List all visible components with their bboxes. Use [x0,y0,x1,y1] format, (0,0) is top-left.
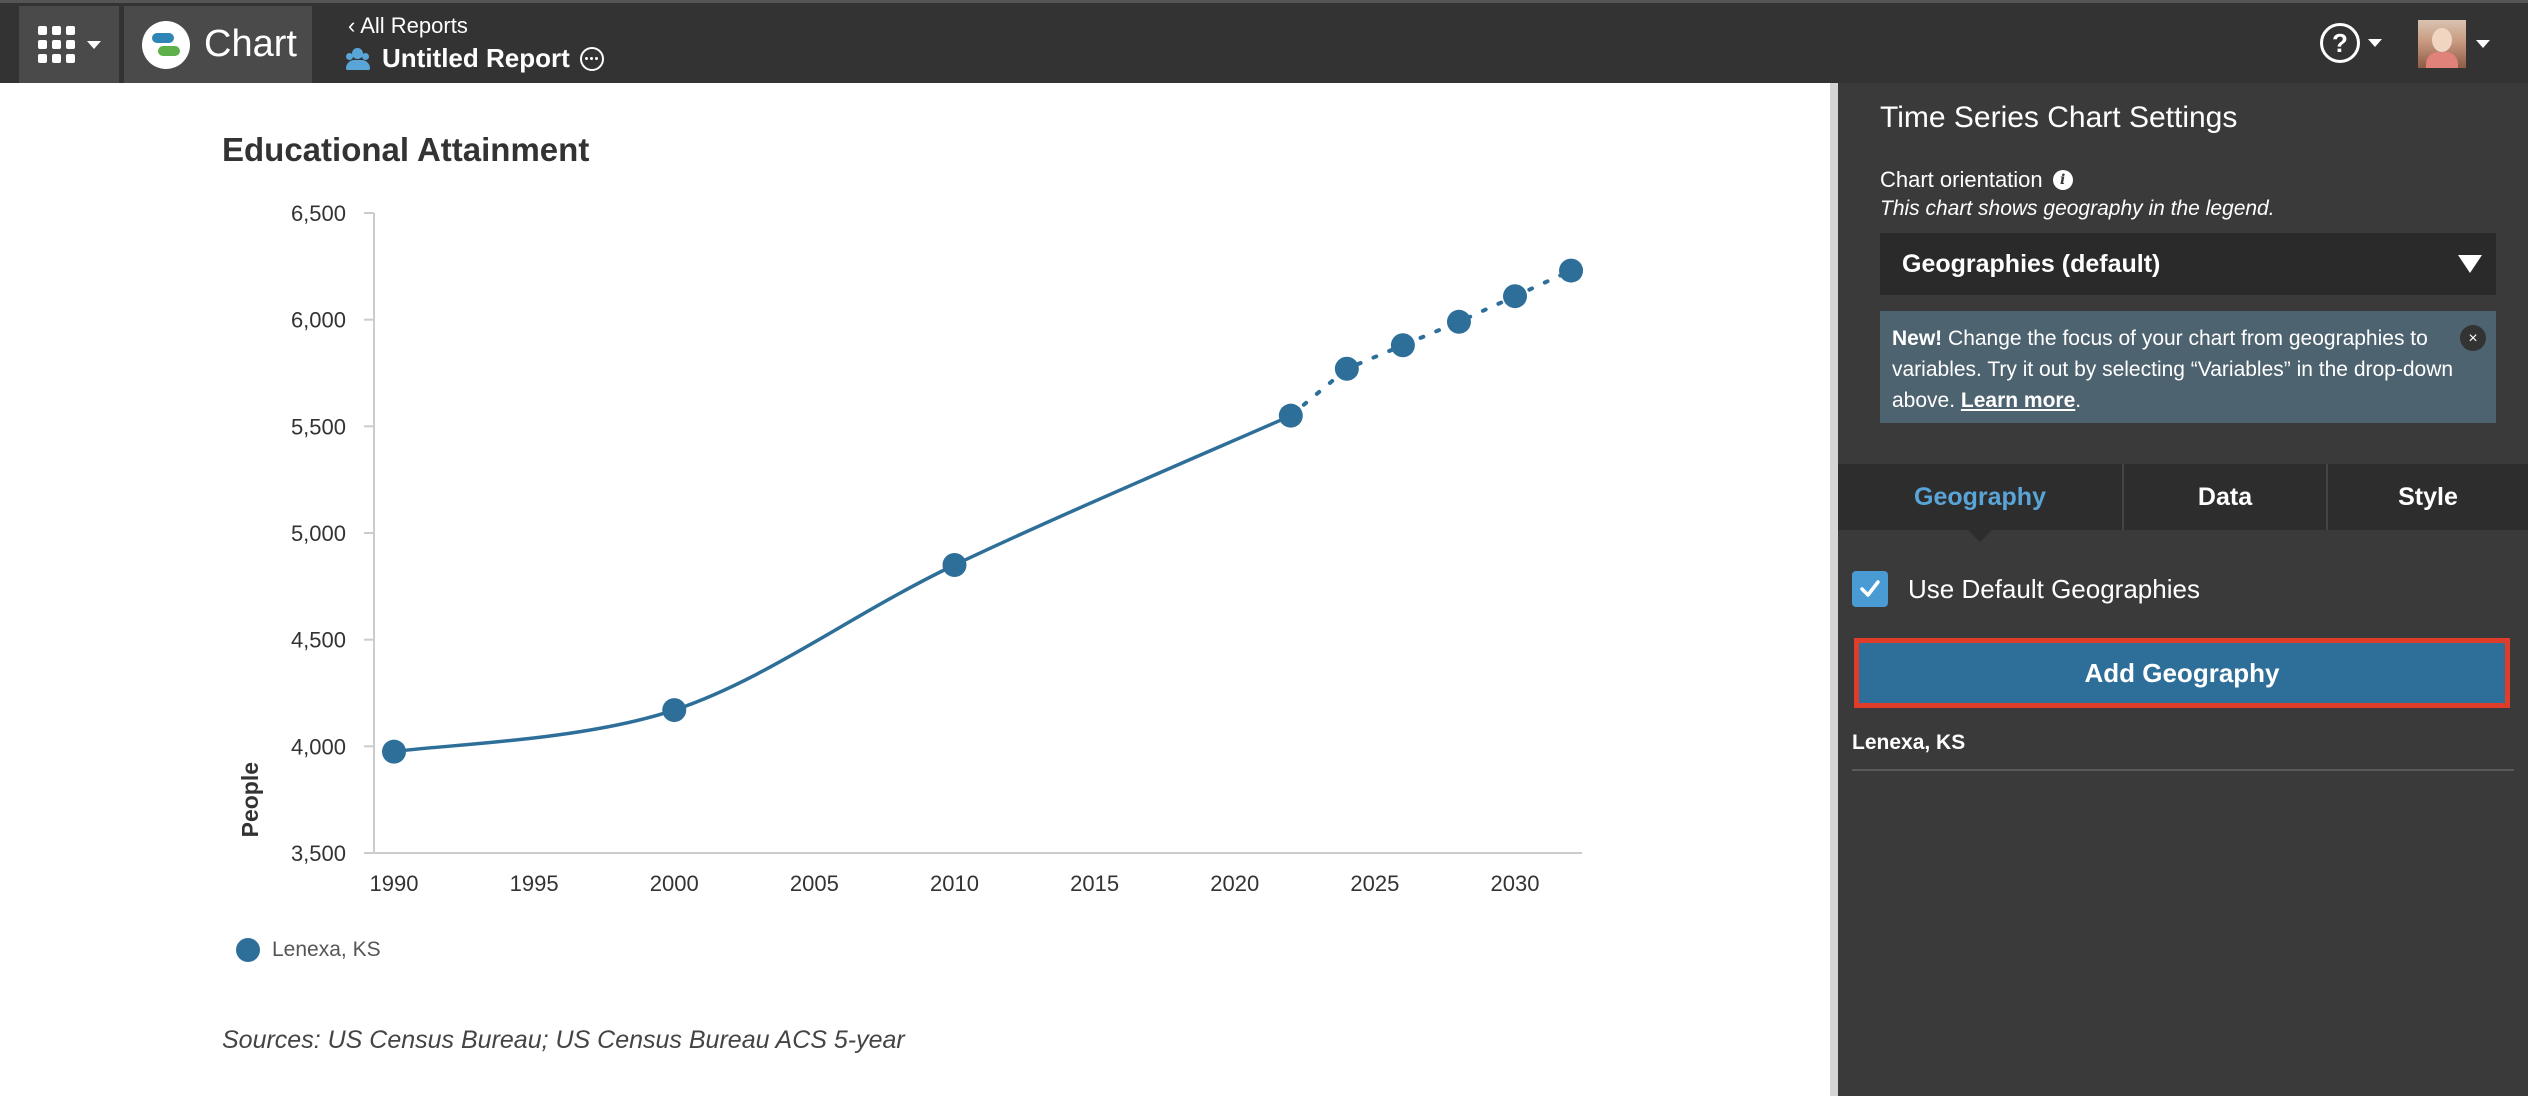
all-reports-link[interactable]: ‹ All Reports [348,13,468,38]
legend-label: Lenexa, KS [272,938,381,961]
data-point [662,698,687,723]
x-tick-label: 2005 [790,871,839,896]
apps-menu-button[interactable] [19,6,119,83]
learn-more-link[interactable]: Learn more [1960,389,2076,412]
y-tick-label: 5,500 [291,414,346,439]
settings-tabs: Geography Data Style [1838,464,2528,542]
chart-sources: Sources: US Census Bureau; US Census Bur… [222,1026,905,1054]
geography-list-item[interactable]: Lenexa, KS [1852,731,2514,771]
panel-title: Time Series Chart Settings [1880,101,2238,134]
close-icon[interactable]: × [2460,325,2486,351]
use-default-geographies-toggle[interactable]: Use Default Geographies [1852,571,2200,607]
report-title-area: Untitled Report [344,43,604,74]
help-icon: ? [2320,23,2360,63]
chart-area: Educational Attainment 3,500 4,000 4,500 5,… [0,83,1832,1096]
chart-title: Educational Attainment [222,131,590,168]
notice-new-label: New! [1892,327,1943,350]
x-tick-label: 2015 [1070,871,1119,896]
notice-text: Change the focus of your chart from geog… [1892,327,2454,412]
people-icon [344,47,372,70]
top-bar: Chart ‹ All Reports Untitled Report ? [0,0,2528,83]
y-axis-label: People [237,762,263,837]
orientation-select-value: Geographies (default) [1902,249,2161,278]
x-tick-label: 1990 [370,871,419,896]
chevron-down-icon [2368,39,2382,47]
data-point [1390,333,1415,358]
data-point [1559,258,1584,283]
help-menu-button[interactable]: ? [2320,23,2382,63]
notice-period: . [2075,389,2082,412]
data-point [382,739,406,764]
checkmark-icon [1860,580,1880,597]
x-tick-label: 2010 [930,871,979,896]
tab-geography[interactable]: Geography [1838,464,2124,542]
x-tick-label: 2030 [1491,871,1540,896]
all-reports-label: All Reports [360,13,468,38]
avatar [2418,20,2466,68]
data-point [1446,309,1471,334]
legend-marker [236,938,260,962]
panel-divider[interactable] [1830,83,1838,1096]
chart-logo-icon [142,20,190,69]
info-icon[interactable]: i [2052,170,2073,190]
series-line-historical [393,414,1292,754]
x-tick-label: 2025 [1350,871,1399,896]
y-tick-label: 4,500 [291,628,346,653]
tab-data[interactable]: Data [2124,464,2328,530]
data-point [1503,284,1527,309]
chart-legend[interactable]: Lenexa, KS [236,938,381,962]
use-default-checkbox[interactable] [1852,571,1888,607]
x-tick-label: 2020 [1210,871,1259,896]
orientation-label: Chart orientation i [1880,167,2073,193]
y-tick-label: 6,500 [291,201,346,226]
series-line-projected [1288,268,1574,418]
x-tick-label: 2000 [650,871,699,896]
x-tick-label: 1995 [510,871,559,896]
chevron-down-icon [2476,40,2490,48]
data-point [1334,356,1359,381]
settings-panel: Time Series Chart Settings Chart orienta… [1838,83,2528,1096]
orientation-label-text: Chart orientation [1880,167,2043,192]
app-name: Chart [204,23,297,65]
orientation-note: This chart shows geography in the legend… [1880,197,2275,220]
data-point [942,553,967,577]
new-feature-notice: New! Change the focus of your chart from… [1880,311,2496,423]
line-chart: 3,500 4,000 4,500 5,000 5,500 6,000 6,500 1990 1… [237,201,1584,896]
y-tick-label: 4,000 [291,734,346,759]
chevron-down-icon [86,40,101,49]
report-title[interactable]: Untitled Report [382,43,570,73]
tab-style[interactable]: Style [2398,482,2458,511]
app-brand[interactable]: Chart [124,6,312,83]
user-menu-button[interactable] [2418,20,2490,68]
use-default-label: Use Default Geographies [1908,573,2200,604]
more-options-icon[interactable] [579,46,604,71]
y-tick-label: 6,000 [291,308,346,333]
dropdown-caret-icon [2458,255,2482,273]
add-geography-button[interactable]: Add Geography [1859,643,2505,703]
orientation-select[interactable]: Geographies (default) [1880,233,2496,295]
add-geography-highlight: Add Geography [1854,638,2510,708]
y-tick-label: 3,500 [291,841,346,866]
apps-grid-icon [37,26,75,63]
y-tick-label: 5,000 [291,521,346,546]
